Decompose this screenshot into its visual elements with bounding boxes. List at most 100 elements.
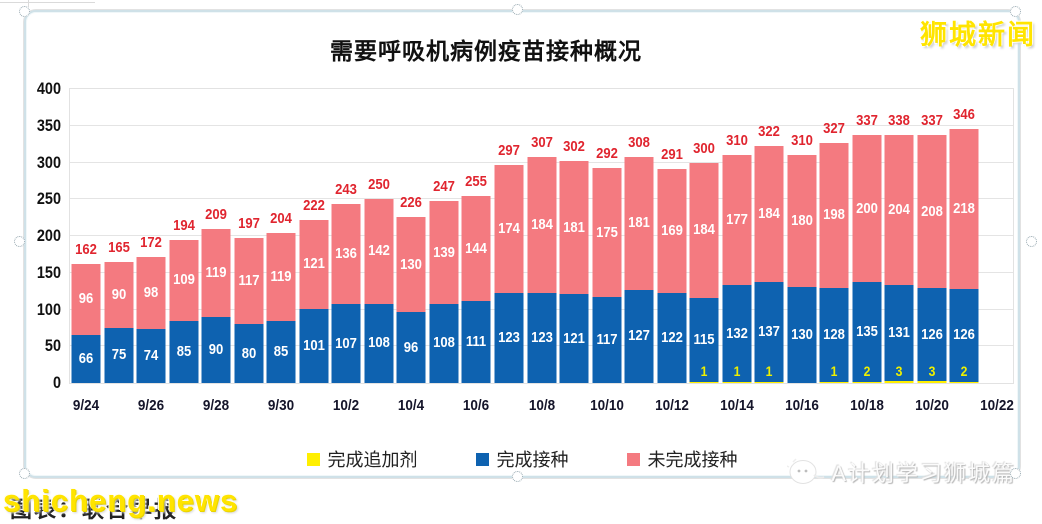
- bar-segment-vaccinated[interactable]: [234, 324, 264, 383]
- bar-segment-vaccinated[interactable]: [71, 334, 101, 383]
- watermark-a-plan-text: A计划学习狮城篇: [831, 461, 1016, 486]
- bar-segment-unvaccinated[interactable]: [592, 168, 622, 298]
- bar-segment-unvaccinated[interactable]: [917, 135, 947, 289]
- vaccinated-value-label: 80: [241, 344, 257, 362]
- legend-label-unvaccinated: 未完成接种: [647, 450, 738, 470]
- bar-segment-vaccinated[interactable]: [299, 308, 329, 383]
- bar-segment-vaccinated[interactable]: [104, 327, 134, 383]
- bar-segment-booster[interactable]: [949, 381, 979, 383]
- bar-segment-vaccinated[interactable]: [136, 328, 166, 383]
- bar-segment-vaccinated[interactable]: [592, 297, 622, 383]
- bar-segment-unvaccinated[interactable]: [527, 157, 556, 293]
- bar-segment-vaccinated[interactable]: [494, 292, 524, 383]
- bar-segment-unvaccinated[interactable]: [949, 128, 979, 289]
- spreadsheet-gridline-horizontal: [0, 2, 95, 3]
- excel-chart-object[interactable]: 需要呼吸机病例疫苗接种概况 0 50 100 150 200 250 300 350 400 9/…: [24, 10, 1020, 478]
- bar-segment-unvaccinated[interactable]: [299, 219, 329, 309]
- bar-segment-unvaccinated[interactable]: [104, 261, 134, 328]
- unvaccinated-value-label: 208: [920, 202, 943, 220]
- bar-total-label: 297: [498, 141, 520, 159]
- unvaccinated-value-label: 175: [595, 223, 618, 241]
- bar-segment-vaccinated[interactable]: [787, 287, 817, 383]
- bar-total-label: 322: [758, 123, 780, 141]
- bar-segment-unvaccinated[interactable]: [787, 155, 817, 288]
- bar-segment-vaccinated[interactable]: [461, 301, 491, 383]
- bar-segment-vaccinated[interactable]: [852, 282, 882, 382]
- bar-segment-vaccinated[interactable]: [266, 320, 296, 383]
- bar-segment-unvaccinated[interactable]: [169, 240, 199, 321]
- vaccinated-value-label: 126: [953, 326, 976, 344]
- selection-handle-top-left[interactable]: [19, 6, 30, 17]
- x-axis-tick-label: 10/14: [719, 397, 754, 414]
- bar-segment-vaccinated[interactable]: [722, 285, 752, 383]
- bar-segment-unvaccinated[interactable]: [461, 195, 491, 302]
- bar-segment-booster[interactable]: [819, 382, 849, 383]
- bar-segment-unvaccinated[interactable]: [331, 204, 361, 305]
- bar-segment-booster[interactable]: [884, 380, 914, 383]
- bar-segment-unvaccinated[interactable]: [819, 142, 849, 289]
- bar-segment-booster[interactable]: [722, 382, 752, 383]
- bar-segment-vaccinated[interactable]: [624, 289, 654, 383]
- bar-segment-vaccinated[interactable]: [396, 312, 426, 383]
- selection-handle-middle-right[interactable]: [1026, 236, 1037, 247]
- vaccinated-value-label: 132: [725, 324, 748, 342]
- selection-handle-top-center[interactable]: [512, 4, 523, 15]
- bar-segment-unvaccinated[interactable]: [201, 229, 231, 317]
- bar-segment-vaccinated[interactable]: [949, 288, 979, 382]
- bar-segment-unvaccinated[interactable]: [559, 161, 589, 295]
- unvaccinated-value-label: 200: [855, 199, 878, 217]
- vaccinated-value-label: 130: [790, 326, 813, 344]
- bar-total-label: 300: [693, 139, 715, 157]
- bar-segment-unvaccinated[interactable]: [429, 201, 459, 304]
- bar-segment-unvaccinated[interactable]: [624, 156, 654, 290]
- bar-segment-booster[interactable]: [689, 382, 719, 383]
- bar-segment-vaccinated[interactable]: [819, 288, 849, 383]
- bar-total-label: 165: [107, 238, 130, 256]
- bar-segment-vaccinated[interactable]: [169, 320, 199, 383]
- legend-item-vaccinated[interactable]: 完成接种: [475, 446, 569, 472]
- bar-total-label: 162: [75, 240, 98, 258]
- bar-segment-unvaccinated[interactable]: [689, 162, 719, 298]
- bar-segment-unvaccinated[interactable]: [884, 134, 914, 285]
- bar-segment-vaccinated[interactable]: [689, 297, 719, 383]
- bar-segment-unvaccinated[interactable]: [266, 233, 296, 321]
- booster-value-label: 1: [700, 363, 708, 379]
- bar-segment-booster[interactable]: [754, 382, 784, 383]
- bar-segment-vaccinated[interactable]: [917, 288, 947, 381]
- bar-segment-vaccinated[interactable]: [527, 292, 556, 383]
- legend-item-unvaccinated[interactable]: 未完成接种: [626, 446, 738, 472]
- bar-total-label: 338: [888, 111, 911, 129]
- selection-handle-bottom-left[interactable]: [19, 468, 30, 479]
- bar-segment-unvaccinated[interactable]: [234, 238, 264, 325]
- bar-segment-unvaccinated[interactable]: [396, 216, 426, 313]
- bar-segment-unvaccinated[interactable]: [71, 263, 101, 335]
- bar-segment-unvaccinated[interactable]: [136, 256, 166, 329]
- bar-total-label: 308: [628, 133, 650, 151]
- unvaccinated-value-label: 142: [368, 242, 390, 260]
- bar-segment-unvaccinated[interactable]: [722, 155, 752, 286]
- bar-segment-vaccinated[interactable]: [364, 303, 394, 383]
- bar-total-label: 337: [920, 112, 943, 130]
- bar-segment-vaccinated[interactable]: [429, 303, 459, 383]
- bar-segment-vaccinated[interactable]: [559, 294, 589, 383]
- vaccinated-value-label: 123: [498, 328, 520, 346]
- selection-handle-middle-left[interactable]: [14, 236, 25, 247]
- selection-handle-top-right[interactable]: [1010, 6, 1021, 17]
- bar-segment-vaccinated[interactable]: [201, 316, 231, 383]
- bar-segment-unvaccinated[interactable]: [657, 169, 687, 294]
- bar-segment-vaccinated[interactable]: [657, 293, 687, 383]
- selection-handle-bottom-center[interactable]: [512, 471, 523, 482]
- chart-legend[interactable]: 完成追加剂 完成接种 未完成接种: [26, 446, 1018, 472]
- legend-item-booster[interactable]: 完成追加剂: [306, 446, 418, 472]
- selection-handle-bottom-right[interactable]: [1010, 468, 1021, 479]
- bar-segment-unvaccinated[interactable]: [364, 199, 394, 304]
- bar-segment-booster[interactable]: [917, 380, 947, 383]
- bar-segment-vaccinated[interactable]: [331, 304, 361, 383]
- bar-segment-unvaccinated[interactable]: [852, 135, 882, 283]
- bar-segment-vaccinated[interactable]: [884, 284, 914, 381]
- chart-title[interactable]: 需要呼吸机病例疫苗接种概况: [330, 38, 642, 64]
- bar-segment-unvaccinated[interactable]: [494, 164, 524, 293]
- bar-segment-vaccinated[interactable]: [754, 281, 784, 383]
- bar-segment-unvaccinated[interactable]: [754, 146, 784, 282]
- bar-segment-booster[interactable]: [852, 381, 882, 383]
